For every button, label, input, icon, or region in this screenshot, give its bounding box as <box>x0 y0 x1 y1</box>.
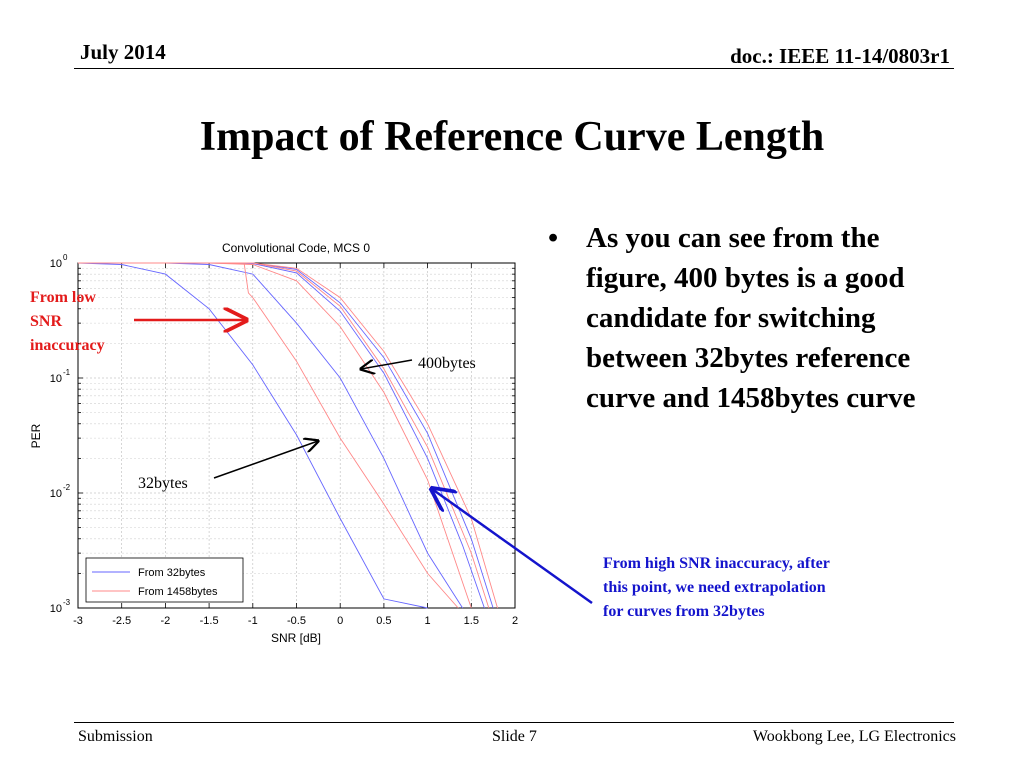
footer-submission: Submission <box>78 728 153 745</box>
header-doc-id: doc.: IEEE 11-14/0803r1 <box>730 44 950 68</box>
bullet-marker: • <box>548 222 559 254</box>
x-tick-label: -2 <box>161 615 171 627</box>
bullet-text: As you can see from the figure, 400 byte… <box>586 222 916 414</box>
series-line-2 <box>78 262 485 609</box>
footer-slide-number: Slide 7 <box>492 728 537 745</box>
x-tick-label: 1 <box>425 615 431 627</box>
x-tick-label: -1 <box>248 615 258 627</box>
header-divider <box>74 68 954 69</box>
series-line-0 <box>77 262 428 609</box>
series-line-6 <box>78 262 490 609</box>
y-tick-exponent: -1 <box>63 368 71 377</box>
header-date: July 2014 <box>80 40 166 64</box>
series-line-5 <box>78 262 472 609</box>
x-tick-label: -1.5 <box>200 615 219 627</box>
chart-legend: From 32bytes From 1458bytes <box>85 557 244 603</box>
high-snr-arrow <box>432 489 593 605</box>
series-line-1 <box>78 262 463 609</box>
legend-label-1458: From 1458bytes <box>138 586 218 598</box>
y-tick-exponent: 0 <box>63 253 68 262</box>
footer-author: Wookbong Lee, LG Electronics <box>752 728 956 745</box>
label-400bytes: 400bytes <box>418 355 476 372</box>
slide-title: Impact of Reference Curve Length <box>199 114 825 160</box>
x-tick-label: -0.5 <box>287 615 306 627</box>
series-line-4 <box>78 262 459 609</box>
legend-label-32: From 32bytes <box>138 567 206 579</box>
footer-divider <box>74 722 954 723</box>
x-tick-label: 1.5 <box>464 615 479 627</box>
low-snr-annotation: From low SNR inaccuracy <box>30 289 105 354</box>
x-tick-label: 2 <box>512 615 518 627</box>
series-line-3 <box>78 262 494 609</box>
32bytes-arrow <box>213 441 318 479</box>
y-tick-label: 10 <box>50 488 62 500</box>
chart-title: Convolutional Code, MCS 0 <box>222 241 370 255</box>
x-tick-label: -2.5 <box>112 615 131 627</box>
400bytes-arrow <box>361 359 413 369</box>
y-tick-label: 10 <box>50 603 62 615</box>
x-tick-label: -3 <box>73 615 83 627</box>
x-tick-label: 0.5 <box>376 615 391 627</box>
series-line-7 <box>78 262 498 609</box>
y-axis-label: PER <box>29 423 43 448</box>
x-tick-label: 0 <box>337 615 343 627</box>
y-tick-exponent: -3 <box>63 598 71 607</box>
x-axis-label: SNR [dB] <box>271 631 321 645</box>
high-snr-annotation: From high SNR inaccuracy, after this poi… <box>603 555 830 620</box>
label-32bytes: 32bytes <box>138 475 188 492</box>
y-tick-label: 10 <box>50 258 62 270</box>
y-tick-label: 10 <box>50 373 62 385</box>
y-tick-exponent: -2 <box>63 483 71 492</box>
